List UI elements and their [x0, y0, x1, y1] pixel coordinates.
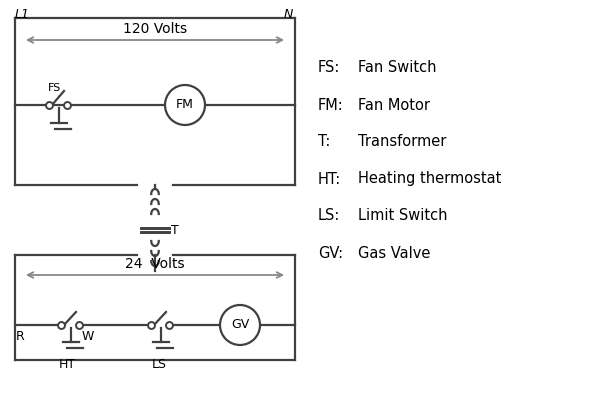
Text: Heating thermostat: Heating thermostat	[358, 172, 502, 186]
Text: LS:: LS:	[318, 208, 340, 224]
Text: FM: FM	[176, 98, 194, 112]
Text: 24  Volts: 24 Volts	[125, 257, 185, 271]
Text: Limit Switch: Limit Switch	[358, 208, 447, 224]
Text: LS: LS	[152, 358, 166, 372]
Text: Transformer: Transformer	[358, 134, 447, 150]
Text: HT:: HT:	[318, 172, 341, 186]
Text: L1: L1	[15, 8, 30, 21]
Text: HT: HT	[58, 358, 76, 372]
Text: T:: T:	[318, 134, 330, 150]
Text: Fan Switch: Fan Switch	[358, 60, 437, 76]
Text: FS:: FS:	[318, 60, 340, 76]
Text: Gas Valve: Gas Valve	[358, 246, 430, 260]
Text: T: T	[171, 224, 179, 236]
Text: N: N	[284, 8, 293, 21]
Text: GV: GV	[231, 318, 249, 332]
Circle shape	[165, 85, 205, 125]
Text: Fan Motor: Fan Motor	[358, 98, 430, 112]
Circle shape	[220, 305, 260, 345]
Text: W: W	[82, 330, 94, 344]
Text: FM:: FM:	[318, 98, 344, 112]
Text: FS: FS	[48, 83, 61, 93]
Text: 120 Volts: 120 Volts	[123, 22, 187, 36]
Text: GV:: GV:	[318, 246, 343, 260]
Text: R: R	[16, 330, 25, 344]
